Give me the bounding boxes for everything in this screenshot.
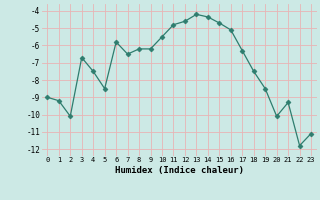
X-axis label: Humidex (Indice chaleur): Humidex (Indice chaleur) [115,166,244,175]
